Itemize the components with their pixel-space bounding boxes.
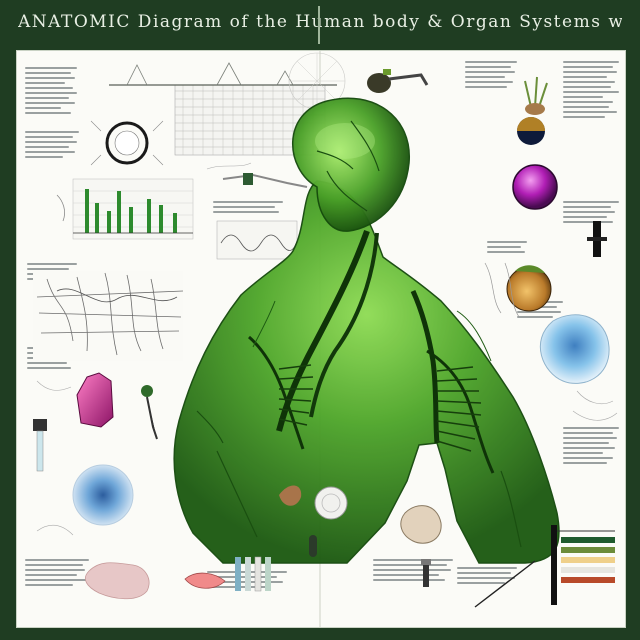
vessel-network bbox=[33, 271, 184, 361]
text-block-left-2 bbox=[25, 131, 79, 161]
small-tool bbox=[421, 559, 431, 587]
magenta-sphere bbox=[512, 164, 558, 210]
pink-organ bbox=[76, 372, 114, 428]
text-block-right-5 bbox=[563, 427, 619, 467]
blue-cell-right bbox=[539, 314, 610, 384]
color-swatch-scale bbox=[551, 525, 615, 605]
bar-graph bbox=[72, 178, 194, 240]
text-block-left-1 bbox=[25, 67, 77, 117]
capsule bbox=[309, 535, 317, 557]
brown-leaf bbox=[279, 485, 302, 506]
text-block-bottom-left bbox=[25, 559, 89, 589]
text-block-right-3 bbox=[563, 201, 619, 226]
cross-section-circle bbox=[90, 120, 164, 166]
diagonal-rod bbox=[474, 560, 536, 608]
text-block-bottom-center bbox=[373, 559, 453, 584]
test-tubes bbox=[235, 556, 271, 592]
specimen-top bbox=[367, 69, 429, 93]
black-stem bbox=[587, 221, 607, 257]
title-bar: ANATOMIC Diagram of the Human body & Org… bbox=[0, 0, 640, 48]
dark-orb bbox=[517, 117, 545, 145]
pipe-drawing bbox=[222, 173, 308, 188]
poster-sheet bbox=[16, 50, 626, 628]
poster-title: ANATOMIC Diagram of the Human body & Org… bbox=[18, 12, 622, 32]
pink-fish bbox=[184, 572, 226, 589]
text-block-right-4 bbox=[487, 241, 527, 256]
text-block-right-1 bbox=[465, 61, 517, 91]
right-sketches bbox=[36, 162, 618, 536]
probe-left bbox=[141, 385, 158, 440]
sprout-object bbox=[524, 76, 548, 115]
poster-illustrations bbox=[33, 52, 618, 608]
title-divider bbox=[318, 6, 320, 44]
shell-shape bbox=[400, 505, 442, 544]
orange-organ bbox=[506, 265, 552, 312]
text-block-bottom-right bbox=[457, 567, 517, 587]
text-block-center-top bbox=[213, 201, 283, 216]
green-translucent-human-torso bbox=[173, 97, 560, 564]
vial-left bbox=[33, 419, 47, 472]
blue-cell-left bbox=[72, 464, 134, 526]
disc-object bbox=[314, 486, 348, 520]
coral-texture bbox=[85, 562, 150, 600]
text-block-right-2 bbox=[563, 61, 619, 121]
wave-graph bbox=[216, 220, 298, 260]
